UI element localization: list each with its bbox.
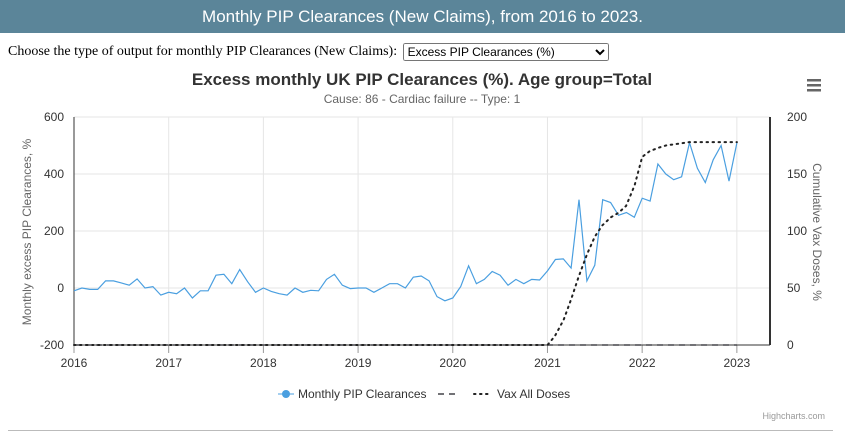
x-tick-label: 2023	[724, 356, 751, 370]
grid-lines	[73, 116, 770, 346]
y-left-tick-label: 0	[57, 281, 64, 295]
y-right-tick-label: 150	[787, 167, 807, 181]
tick-labels: -200 0 200 400 600 0 50 100 150 200 2016 2017 2018 20…	[40, 110, 807, 370]
series-line-monthly-pip-clearances[interactable]	[73, 140, 738, 302]
legend-label-vax-all-doses: Vax All Doses	[497, 387, 570, 401]
export-menu-icon[interactable]	[807, 79, 821, 92]
y-right-tick-label: 100	[787, 224, 807, 238]
chart-title: Excess monthly UK PIP Clearances (%). Ag…	[192, 70, 652, 89]
y-left-tick-label: 400	[44, 167, 64, 181]
y-right-tick-label: 0	[787, 338, 794, 352]
x-tick-label: 2017	[155, 356, 182, 370]
y-axis-right-label: Cumulative Vax Doses, %	[810, 163, 824, 301]
x-tick-label: 2018	[250, 356, 277, 370]
series-lines	[73, 140, 738, 346]
output-type-chooser: Choose the type of output for monthly PI…	[8, 43, 609, 61]
x-tick-label: 2020	[439, 356, 466, 370]
y-left-tick-label: 600	[44, 110, 64, 124]
y-right-tick-label: 50	[787, 281, 801, 295]
page-banner: Monthly PIP Clearances (New Claims), fro…	[0, 0, 845, 33]
legend-marker-circle-icon	[282, 390, 290, 398]
y-axis-left-label: Monthly excess PIP Clearances, %	[20, 138, 34, 325]
x-tick-label: 2019	[345, 356, 372, 370]
legend: Monthly PIP Clearances Vax All Doses	[278, 387, 570, 401]
x-tick-label: 2021	[534, 356, 561, 370]
series-line-vax-all-doses[interactable]	[73, 141, 738, 346]
output-type-select[interactable]: Excess PIP Clearances (%)	[402, 43, 609, 61]
chart-subtitle: Cause: 86 - Cardiac failure -- Type: 1	[324, 92, 521, 106]
bottom-divider	[8, 430, 833, 431]
pip-clearances-chart: Excess monthly UK PIP Clearances (%). Ag…	[20, 70, 825, 421]
y-right-tick-label: 200	[787, 110, 807, 124]
legend-item-vax-all-doses[interactable]: Vax All Doses	[473, 387, 570, 401]
y-left-tick-label: 200	[44, 224, 64, 238]
x-tick-label: 2022	[629, 356, 656, 370]
chooser-label: Choose the type of output for monthly PI…	[8, 44, 398, 60]
axes	[73, 117, 771, 353]
legend-item-monthly-pip[interactable]: Monthly PIP Clearances	[278, 387, 427, 401]
highcharts-credit[interactable]: Highcharts.com	[762, 411, 825, 421]
y-left-tick-label: -200	[40, 338, 64, 352]
x-tick-label: 2016	[61, 356, 88, 370]
legend-label-monthly-pip: Monthly PIP Clearances	[298, 387, 427, 401]
